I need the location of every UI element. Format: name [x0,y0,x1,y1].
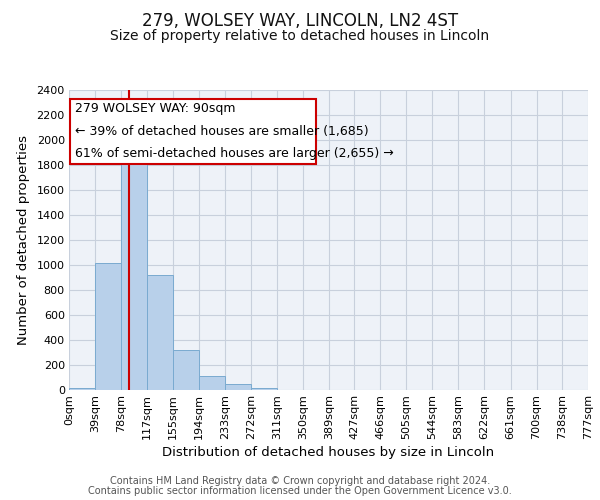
Bar [95,262,121,390]
FancyBboxPatch shape [70,99,316,164]
Bar [251,388,277,390]
Bar [69,388,95,390]
Text: Contains HM Land Registry data © Crown copyright and database right 2024.: Contains HM Land Registry data © Crown c… [110,476,490,486]
Bar [199,376,224,390]
Text: 61% of semi-detached houses are larger (2,655) →: 61% of semi-detached houses are larger (… [75,147,394,160]
Bar [147,275,173,390]
Text: ← 39% of detached houses are smaller (1,685): ← 39% of detached houses are smaller (1,… [75,124,368,138]
Text: 279, WOLSEY WAY, LINCOLN, LN2 4ST: 279, WOLSEY WAY, LINCOLN, LN2 4ST [142,12,458,30]
Bar [224,384,251,390]
Text: Contains public sector information licensed under the Open Government Licence v3: Contains public sector information licen… [88,486,512,496]
Text: Size of property relative to detached houses in Lincoln: Size of property relative to detached ho… [110,29,490,43]
Bar [173,350,199,390]
Y-axis label: Number of detached properties: Number of detached properties [17,135,29,345]
Text: 279 WOLSEY WAY: 90sqm: 279 WOLSEY WAY: 90sqm [75,102,235,115]
X-axis label: Distribution of detached houses by size in Lincoln: Distribution of detached houses by size … [163,446,494,459]
Bar [121,150,147,390]
